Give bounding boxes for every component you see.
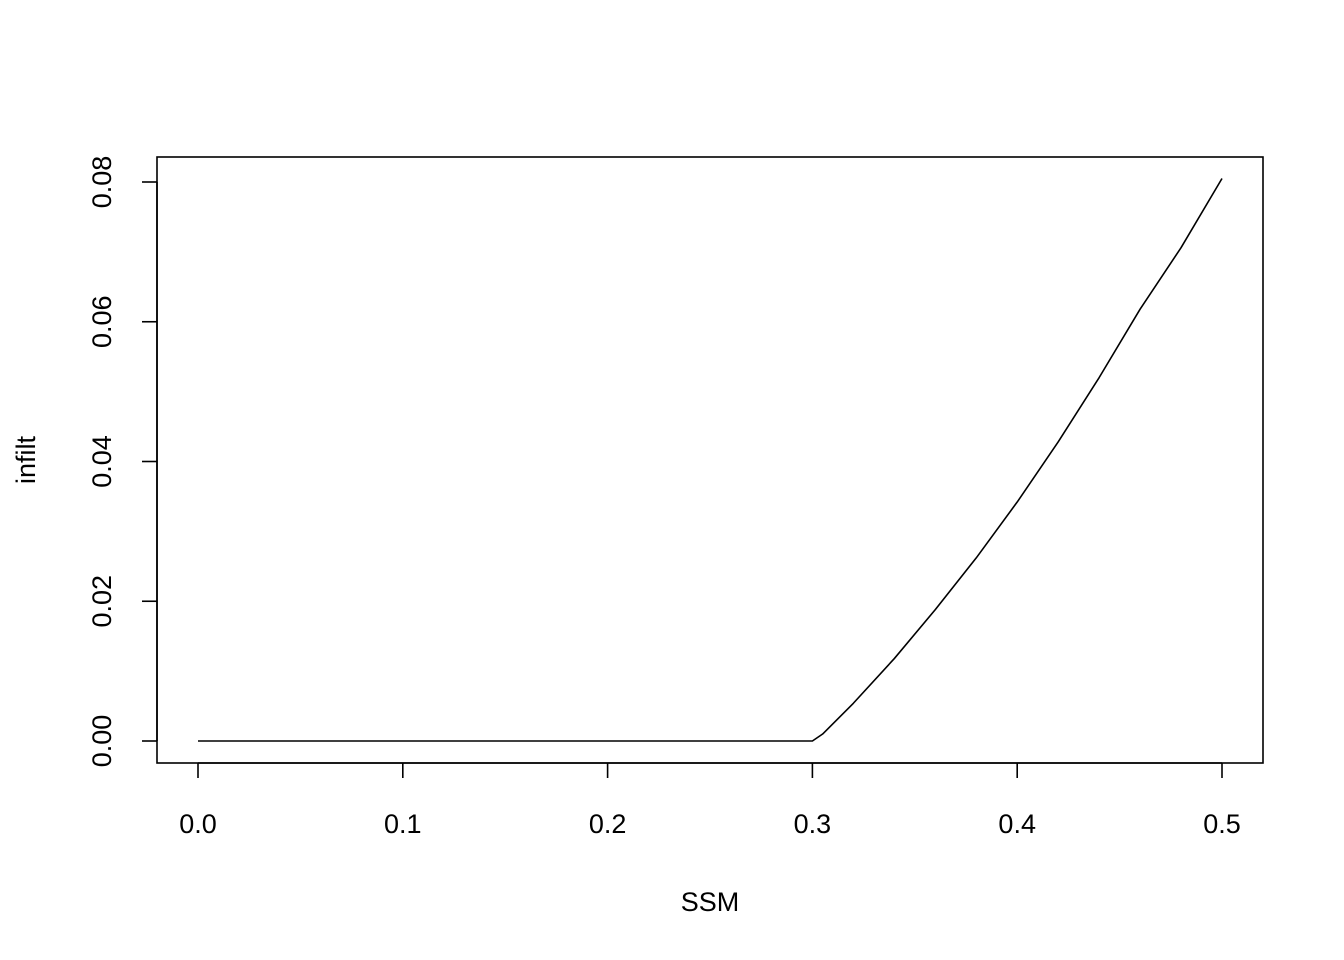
- y-axis-label: infilt: [11, 435, 41, 484]
- y-tick-label: 0.08: [87, 156, 117, 209]
- y-tick-label: 0.04: [87, 435, 117, 488]
- plot-frame: [156, 156, 1264, 764]
- x-axis: 0.0 0.1 0.2 0.3 0.4 0.5: [179, 762, 1241, 839]
- x-tick-label: 0.2: [589, 809, 627, 839]
- y-axis: 0.00 0.02 0.04 0.06 0.08: [87, 156, 158, 768]
- x-tick-label: 0.3: [794, 809, 832, 839]
- x-tick-label: 0.4: [998, 809, 1036, 839]
- y-tick-label: 0.02: [87, 575, 117, 628]
- x-axis-label: SSM: [681, 887, 740, 917]
- series-line-1: [198, 178, 1223, 742]
- series-layer: [198, 178, 1223, 742]
- x-tick-label: 0.0: [179, 809, 217, 839]
- x-tick-label: 0.1: [384, 809, 422, 839]
- x-tick-label: 0.5: [1203, 809, 1241, 839]
- y-tick-label: 0.06: [87, 295, 117, 348]
- y-tick-label: 0.00: [87, 715, 117, 768]
